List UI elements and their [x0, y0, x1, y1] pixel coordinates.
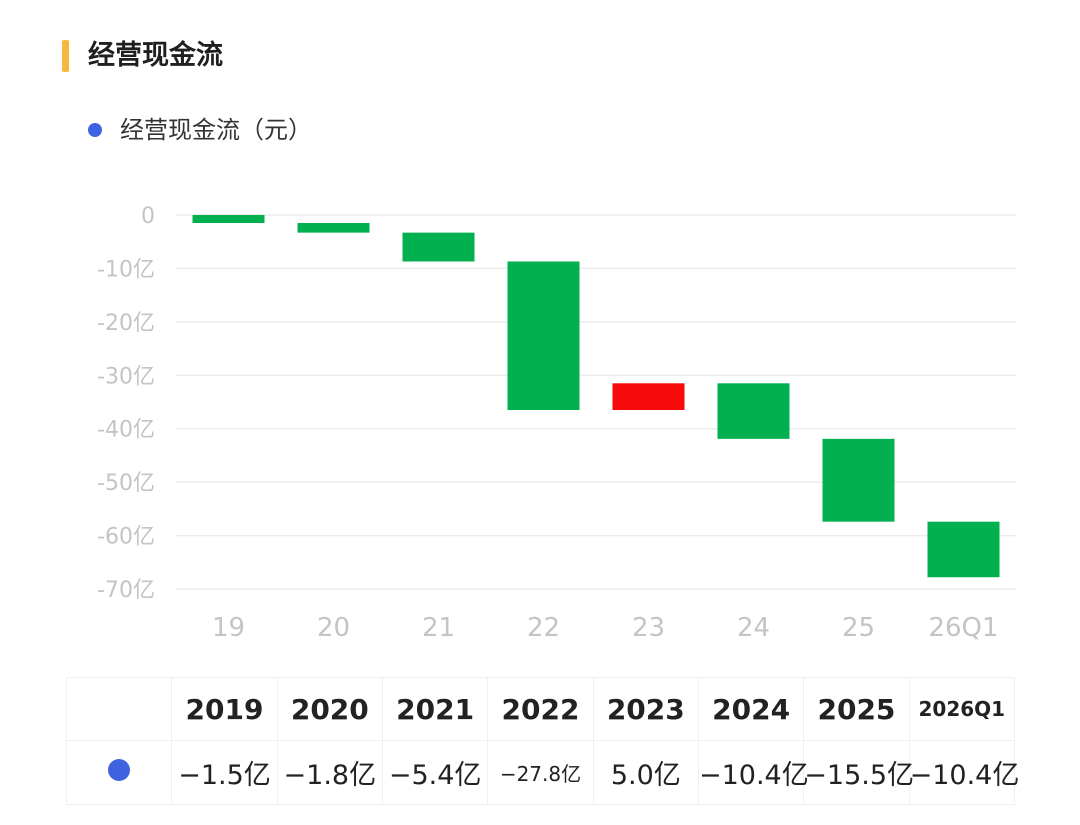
table-header-cell: 2021: [381, 677, 489, 741]
table-corner-cell: [65, 677, 173, 741]
waterfall-chart: 0 -10亿 -20亿 -30亿 -40亿 -50亿 -60亿 -70亿 19 20 21 22 23 2…: [97, 204, 1016, 643]
table-header-cell: 2023: [592, 677, 699, 741]
y-tick-label: -10亿: [97, 257, 155, 282]
x-tick-label: 25: [842, 613, 875, 643]
y-tick-label: -60亿: [97, 525, 155, 550]
bar-24: [717, 383, 790, 439]
table-value-cell: −10.4亿: [697, 740, 809, 805]
table-header-cell: 2019: [171, 677, 278, 741]
section-accent-bar: [62, 40, 69, 72]
table-header-cell: 2022: [487, 677, 594, 741]
bar-19: [192, 215, 265, 224]
table-header-row: 2019 2020 2021 2022 2023 2024 2025 2026Q…: [65, 677, 1016, 741]
series-dot-icon: [108, 759, 131, 781]
data-table: 2019 2020 2021 2022 2023 2024 2025 2026Q…: [65, 677, 1019, 805]
x-tick-label: 20: [317, 613, 350, 643]
table-header-cell: 2024: [697, 677, 805, 741]
table-header-cell: 2020: [276, 677, 383, 741]
x-tick-label: 21: [422, 613, 455, 643]
table-value-cell: −10.4亿: [908, 740, 1019, 805]
table-value-cell: 5.0亿: [592, 740, 699, 805]
bar-26Q1: [927, 521, 1000, 578]
y-tick-label: -20亿: [97, 311, 155, 336]
bar-20: [297, 223, 370, 233]
x-tick-label: 26Q1: [928, 613, 998, 643]
bar-23: [612, 383, 685, 411]
bar-22: [507, 261, 580, 411]
section-title: 经营现金流: [88, 40, 223, 71]
table-value-cell: −5.4亿: [381, 740, 489, 805]
table-row-marker: [65, 740, 173, 805]
x-tick-label: 24: [737, 613, 770, 643]
table-header-cell: 2026Q1: [908, 677, 1016, 741]
y-tick-label: -30亿: [97, 364, 155, 389]
y-tick-label: -40亿: [97, 418, 155, 443]
x-tick-label: 22: [527, 613, 560, 643]
chart-legend: 经营现金流（元）: [88, 114, 312, 146]
table-header-cell: 2025: [803, 677, 910, 741]
table-value-cell: −1.8亿: [276, 740, 383, 805]
y-tick-label: 0: [141, 204, 155, 229]
x-tick-label: 19: [212, 613, 245, 643]
legend-label: 经营现金流（元）: [120, 116, 312, 144]
x-tick-label: 23: [632, 613, 665, 643]
y-tick-label: -50亿: [97, 471, 155, 496]
legend-dot-icon: [88, 123, 102, 137]
y-tick-label: -70亿: [97, 578, 155, 603]
bar-21: [402, 232, 475, 262]
table-value-row: −1.5亿 −1.8亿 −5.4亿 −27.8亿 5.0亿 −10.4亿 −15…: [65, 740, 1019, 805]
table-value-cell: −27.8亿: [487, 740, 594, 805]
table-value-cell: −1.5亿: [171, 740, 278, 805]
table-value-cell: −15.5亿: [803, 740, 914, 805]
bar-25: [822, 438, 895, 522]
